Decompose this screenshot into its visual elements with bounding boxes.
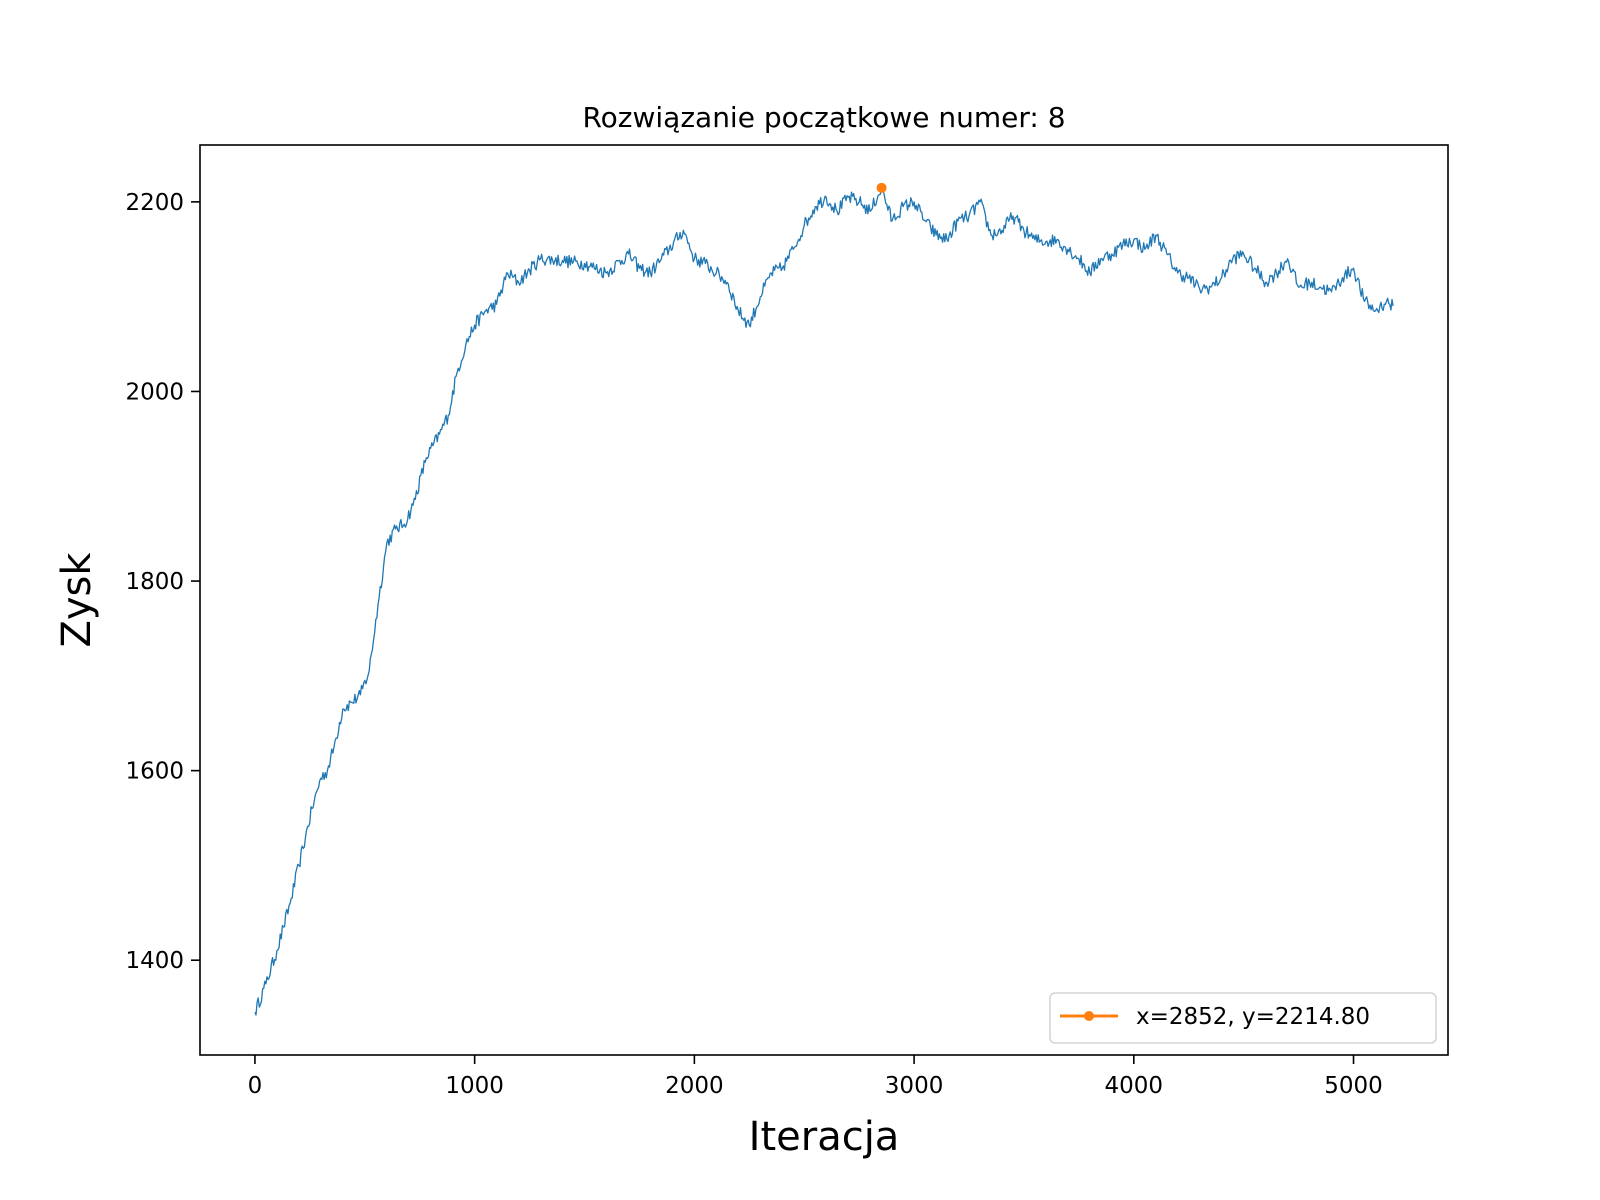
y-tick-label: 1800 bbox=[125, 569, 184, 595]
y-tick-label: 1600 bbox=[125, 759, 184, 785]
y-axis-label: Zysk bbox=[54, 552, 100, 648]
y-tick-label: 2000 bbox=[125, 379, 184, 405]
plot-area bbox=[199, 144, 1449, 1056]
legend-box bbox=[1049, 992, 1437, 1044]
x-tick-label: 0 bbox=[248, 1073, 263, 1099]
x-tick-label: 2000 bbox=[665, 1073, 724, 1099]
legend-marker-swatch bbox=[1084, 1011, 1094, 1021]
x-tick-label: 4000 bbox=[1105, 1073, 1164, 1099]
y-axis-ticks: 1400 1600 1800 2000 2200 bbox=[125, 190, 200, 974]
x-tick-label: 5000 bbox=[1324, 1073, 1383, 1099]
x-tick-label: 1000 bbox=[445, 1073, 504, 1099]
axes-frame bbox=[199, 144, 1449, 1056]
x-tick-label: 3000 bbox=[885, 1073, 944, 1099]
max-point-marker bbox=[876, 182, 887, 193]
y-tick-label: 1400 bbox=[125, 948, 184, 974]
x-axis-label: Iteracja bbox=[749, 1114, 900, 1160]
legend-entry-label: x=2852, y=2214.80 bbox=[1136, 1004, 1370, 1030]
y-tick-label: 2200 bbox=[125, 190, 184, 216]
x-axis-ticks: 0 1000 2000 3000 4000 5000 bbox=[248, 1055, 1383, 1099]
legend: x=2852, y=2214.80 bbox=[1049, 992, 1437, 1044]
chart-title: Rozwiązanie początkowe numer: 8 bbox=[582, 101, 1065, 134]
series-line bbox=[254, 186, 1394, 1016]
